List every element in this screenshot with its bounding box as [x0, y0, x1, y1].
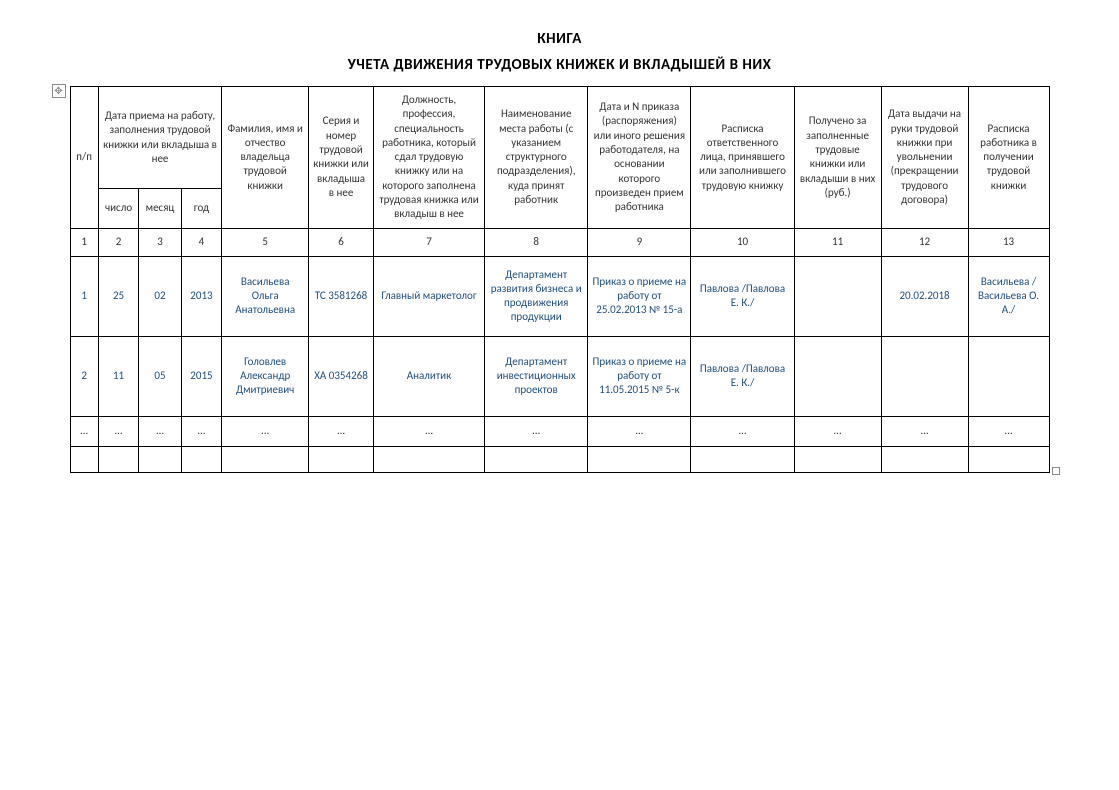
cell-day: 25	[98, 256, 138, 336]
table-row: 1 25 02 2013 Васильева Ольга Анатольевна…	[70, 256, 1049, 336]
colnum: 9	[588, 228, 691, 256]
cell-empty	[181, 446, 221, 472]
header-num: п/п	[70, 87, 98, 229]
header-day: число	[98, 189, 138, 229]
cell-series: ХА 0354268	[309, 336, 374, 416]
colnum: 5	[222, 228, 309, 256]
header-date-group: Дата приема на работу, заполнения трудов…	[98, 87, 221, 189]
header-series: Серия и номер трудовой книжки или вклады…	[309, 87, 374, 229]
cell-ellipsis: …	[70, 416, 98, 446]
cell-ellipsis: …	[588, 416, 691, 446]
header-department: Наименование места работы (с указанием с…	[485, 87, 588, 229]
cell-signature: Васильева /Васильева О. А./	[968, 256, 1049, 336]
colnum: 4	[181, 228, 221, 256]
cell-ellipsis: …	[98, 416, 138, 446]
cell-ellipsis: …	[485, 416, 588, 446]
header-row-1: п/п Дата приема на работу, заполнения тр…	[70, 87, 1049, 189]
cell-empty	[881, 446, 968, 472]
header-signature: Расписка работника в получении трудовой …	[968, 87, 1049, 229]
table-row: 2 11 05 2015 Головлев Александр Дмитриев…	[70, 336, 1049, 416]
cell-received	[794, 336, 881, 416]
header-issue-date: Дата выдачи на руки трудовой книжки при …	[881, 87, 968, 229]
header-month: месяц	[139, 189, 181, 229]
cell-department: Департамент инвестиционных проектов	[485, 336, 588, 416]
cell-month: 02	[139, 256, 181, 336]
cell-fio: Головлев Александр Дмитриевич	[222, 336, 309, 416]
header-order: Дата и N приказа (распоряжения) или иног…	[588, 87, 691, 229]
colnum: 3	[139, 228, 181, 256]
cell-ellipsis: …	[881, 416, 968, 446]
colnum: 12	[881, 228, 968, 256]
cell-day: 11	[98, 336, 138, 416]
cell-num: 1	[70, 256, 98, 336]
header-position: Должность, профессия, специальность рабо…	[373, 87, 484, 229]
colnum: 2	[98, 228, 138, 256]
cell-position: Аналитик	[373, 336, 484, 416]
table-handle-icon: ✥	[52, 84, 66, 98]
colnum: 10	[691, 228, 794, 256]
colnum: 8	[485, 228, 588, 256]
cell-ellipsis: …	[373, 416, 484, 446]
cell-empty	[139, 446, 181, 472]
header-year: год	[181, 189, 221, 229]
title-sub: УЧЕТА ДВИЖЕНИЯ ТРУДОВЫХ КНИЖЕК И ВКЛАДЫШ…	[20, 56, 1099, 74]
table-resize-handle-icon	[1052, 467, 1060, 475]
cell-num: 2	[70, 336, 98, 416]
cell-ellipsis: …	[968, 416, 1049, 446]
colnum: 7	[373, 228, 484, 256]
colnum: 1	[70, 228, 98, 256]
cell-fio: Васильева Ольга Анатольевна	[222, 256, 309, 336]
table-container: ✥ п/п Дата приема на работу, заполнения …	[70, 86, 1050, 473]
cell-month: 05	[139, 336, 181, 416]
cell-year: 2013	[181, 256, 221, 336]
cell-empty	[691, 446, 794, 472]
cell-empty	[222, 446, 309, 472]
column-number-row: 1 2 3 4 5 6 7 8 9 10 11 12 13	[70, 228, 1049, 256]
cell-empty	[70, 446, 98, 472]
cell-order: Приказ о приеме на работу от 25.02.2013 …	[588, 256, 691, 336]
cell-responsible: Павлова /Павлова Е. К./	[691, 336, 794, 416]
header-received: Получено за заполненные трудовые книжки …	[794, 87, 881, 229]
colnum: 13	[968, 228, 1049, 256]
cell-ellipsis: …	[794, 416, 881, 446]
cell-empty	[588, 446, 691, 472]
cell-series: ТС 3581268	[309, 256, 374, 336]
colnum: 11	[794, 228, 881, 256]
cell-received	[794, 256, 881, 336]
cell-empty	[98, 446, 138, 472]
cell-empty	[968, 446, 1049, 472]
header-responsible: Расписка ответственного лица, принявшего…	[691, 87, 794, 229]
cell-ellipsis: …	[139, 416, 181, 446]
cell-department: Департамент развития бизнеса и продвижен…	[485, 256, 588, 336]
records-table: п/п Дата приема на работу, заполнения тр…	[70, 86, 1050, 473]
header-fio: Фамилия, имя и отчество владельца трудов…	[222, 87, 309, 229]
cell-year: 2015	[181, 336, 221, 416]
cell-ellipsis: …	[181, 416, 221, 446]
ellipsis-row: … … … … … … … … … … … … …	[70, 416, 1049, 446]
cell-empty	[373, 446, 484, 472]
cell-responsible: Павлова /Павлова Е. К./	[691, 256, 794, 336]
title-main: КНИГА	[20, 30, 1099, 48]
cell-empty	[309, 446, 374, 472]
colnum: 6	[309, 228, 374, 256]
cell-order: Приказ о приеме на работу от 11.05.2015 …	[588, 336, 691, 416]
empty-row	[70, 446, 1049, 472]
cell-position: Главный маркетолог	[373, 256, 484, 336]
cell-empty	[485, 446, 588, 472]
cell-ellipsis: …	[222, 416, 309, 446]
cell-ellipsis: …	[309, 416, 374, 446]
cell-empty	[794, 446, 881, 472]
cell-issue-date	[881, 336, 968, 416]
cell-ellipsis: …	[691, 416, 794, 446]
cell-issue-date: 20.02.2018	[881, 256, 968, 336]
cell-signature	[968, 336, 1049, 416]
